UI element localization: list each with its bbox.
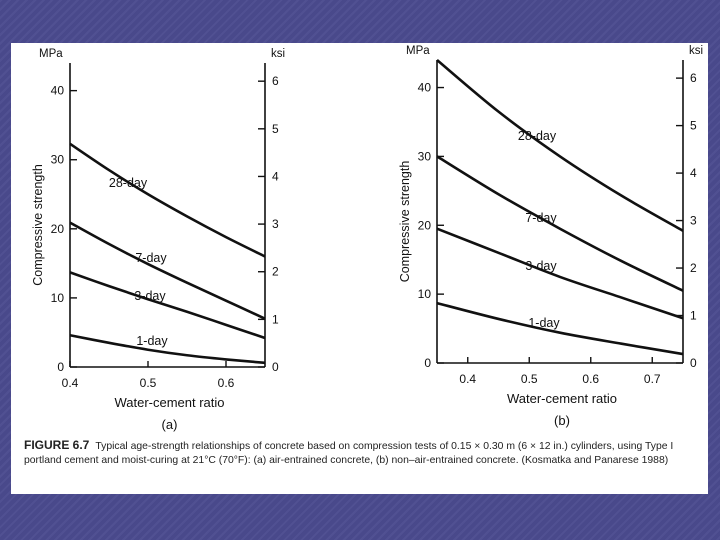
series-line-7-day [69, 221, 266, 320]
y2-tick-label: 0 [690, 356, 697, 370]
y-tick-label: 10 [418, 287, 432, 301]
chart-panel-b: 0 10 20 30 40 0 1 2 3 4 5 6 0.4 0.5 0.6 0.7 MPa ksi Compre… [398, 45, 703, 428]
x-tick-label: 0.5 [140, 376, 157, 390]
series-label-1-day: 1-day [528, 316, 560, 330]
x-tick-label: 0.4 [62, 376, 79, 390]
y-tick-label: 0 [57, 360, 64, 374]
y-tick-label: 30 [51, 153, 65, 167]
x-tick-label: 0.6 [218, 376, 235, 390]
y2-tick-label: 2 [690, 261, 697, 275]
y2-tick-label: 2 [272, 265, 279, 279]
y2-tick-label: 6 [272, 74, 279, 88]
series-label-28-day: 28-day [518, 129, 557, 143]
series-label-7-day: 7-day [525, 211, 557, 225]
series-label-1-day: 1-day [136, 334, 168, 348]
series-label-3-day: 3-day [525, 259, 557, 273]
series-line-1-day [69, 333, 266, 365]
series-label-3-day: 3-day [134, 289, 166, 303]
figure-caption: FIGURE 6.7 Typical age-strength relations… [24, 438, 704, 468]
y-tick-label: 20 [418, 218, 432, 232]
y-unit-right: ksi [689, 45, 703, 57]
y2-tick-label: 5 [690, 119, 697, 133]
y-unit-left: MPa [39, 48, 63, 60]
x-axis-title: Water-cement ratio [507, 391, 617, 406]
figure-slide: 0 10 20 30 40 0 1 2 3 4 5 6 0.4 0.5 0.6 MPa ksi Compressi… [11, 43, 708, 494]
y-tick-label: 10 [51, 291, 65, 305]
x-tick-label: 0.4 [459, 372, 476, 386]
series-label-28-day: 28-day [109, 176, 148, 190]
series-line-28-day [436, 59, 684, 232]
y-tick-label: 0 [424, 356, 431, 370]
y2-tick-label: 0 [272, 360, 279, 374]
series-label-7-day: 7-day [135, 251, 167, 265]
y-tick-label: 30 [418, 149, 432, 163]
y2-tick-label: 1 [272, 312, 279, 326]
series-line-3-day [436, 227, 684, 320]
y2-tick-label: 3 [272, 217, 279, 231]
y-tick-label: 40 [51, 84, 65, 98]
series-line-28-day [69, 142, 266, 258]
y2-tick-label: 4 [272, 169, 279, 183]
series-line-7-day [436, 155, 684, 292]
panel-label: (a) [162, 417, 178, 432]
caption-text: Typical age-strength relationships of co… [24, 441, 674, 466]
series-line-1-day [436, 301, 684, 356]
y-axis-title: Compressive strength [31, 164, 45, 286]
figure-label: FIGURE 6.7 [24, 438, 90, 452]
panel-label: (b) [554, 413, 570, 428]
y-tick-label: 20 [51, 222, 65, 236]
y-tick-label: 40 [418, 81, 432, 95]
y-axis-title: Compressive strength [398, 161, 412, 283]
x-axis-title: Water-cement ratio [114, 395, 224, 410]
y2-tick-label: 1 [690, 309, 697, 323]
y2-tick-label: 5 [272, 122, 279, 136]
y-unit-right: ksi [271, 48, 285, 60]
y2-tick-label: 6 [690, 71, 697, 85]
y-unit-left: MPa [406, 45, 430, 57]
x-tick-label: 0.7 [644, 372, 661, 386]
y2-tick-label: 3 [690, 214, 697, 228]
x-tick-label: 0.6 [582, 372, 599, 386]
y2-tick-label: 4 [690, 166, 697, 180]
x-tick-label: 0.5 [521, 372, 538, 386]
chart-panel-a: 0 10 20 30 40 0 1 2 3 4 5 6 0.4 0.5 0.6 MPa ksi Compressi… [31, 48, 285, 432]
series-line-3-day [69, 271, 266, 340]
